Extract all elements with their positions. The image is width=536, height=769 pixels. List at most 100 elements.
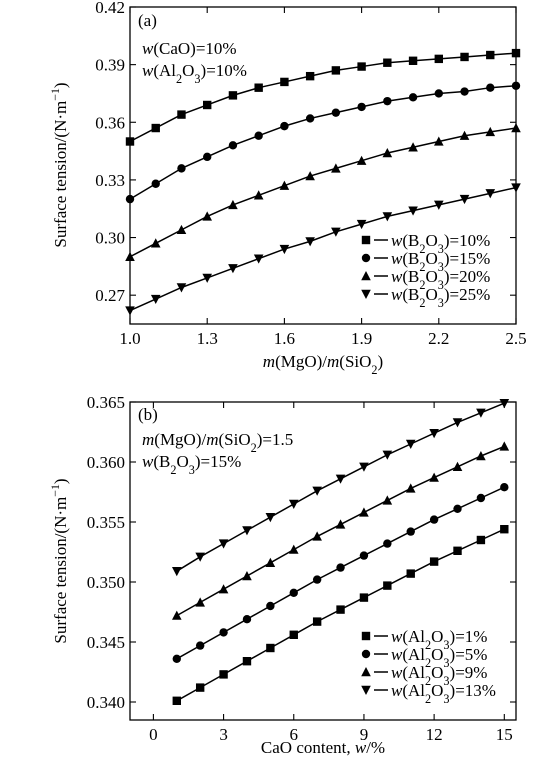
data-point bbox=[195, 683, 205, 692]
data-point bbox=[460, 52, 469, 62]
x-tick-label: 0 bbox=[149, 725, 158, 744]
plot-frame bbox=[129, 6, 517, 325]
legend-label: w(Al2O3)=1% bbox=[391, 627, 487, 652]
data-point bbox=[359, 551, 369, 560]
legend-entry: w(Al2O3)=9% bbox=[361, 663, 487, 688]
x-tick-label: 2.2 bbox=[428, 329, 449, 348]
data-point bbox=[434, 54, 443, 64]
legend-entry: w(Al2O3)=13% bbox=[361, 681, 496, 706]
data-point bbox=[228, 264, 238, 274]
data-point bbox=[459, 130, 470, 140]
chart-panel-a: 1.0 1.3 1.6 1.9 2.2 2.5 0.27 0.30 0.33 0.36 0.39 0.… bbox=[48, 0, 527, 377]
data-point bbox=[305, 114, 315, 123]
chart-panel-b: 0 3 6 9 12 15 0.340 0.345 0.350 0.355 0.360 0.365 (b… bbox=[48, 393, 517, 757]
data-point bbox=[408, 93, 418, 102]
legend-marker bbox=[361, 685, 371, 695]
series-line bbox=[129, 186, 517, 312]
data-point bbox=[195, 641, 205, 650]
data-point bbox=[305, 237, 315, 247]
data-point bbox=[460, 87, 469, 96]
legend-marker bbox=[361, 649, 371, 659]
data-point bbox=[405, 439, 416, 449]
data-point bbox=[253, 254, 264, 264]
series-1 bbox=[125, 48, 521, 146]
y-tick-label: 0.30 bbox=[95, 229, 125, 248]
data-point bbox=[288, 544, 299, 554]
data-point bbox=[254, 131, 263, 140]
data-point bbox=[357, 62, 366, 71]
data-point bbox=[453, 546, 462, 555]
panel-label: (a) bbox=[138, 11, 157, 30]
data-point bbox=[383, 58, 392, 67]
series-4 bbox=[125, 183, 521, 316]
legend-label: w(B2O3)=10% bbox=[391, 231, 490, 256]
y-tick-label: 0.39 bbox=[95, 56, 125, 75]
x-tick-label: 15 bbox=[496, 725, 513, 744]
data-point bbox=[279, 180, 290, 190]
legend-entry: w(Al2O3)=1% bbox=[361, 627, 487, 652]
data-point bbox=[242, 571, 252, 581]
data-point bbox=[289, 630, 298, 639]
y-tick-label: 0.345 bbox=[87, 633, 125, 652]
data-point bbox=[331, 163, 341, 173]
data-point bbox=[359, 507, 369, 517]
y-tick-label: 0.350 bbox=[87, 573, 125, 592]
x-tick-label: 12 bbox=[426, 725, 443, 744]
data-point bbox=[125, 194, 135, 204]
panel-label: (b) bbox=[138, 405, 158, 424]
y-tick-label: 0.33 bbox=[95, 171, 125, 190]
data-point bbox=[453, 504, 462, 513]
series-line bbox=[176, 402, 505, 572]
data-point bbox=[459, 194, 470, 205]
data-point bbox=[476, 535, 486, 545]
data-point bbox=[125, 306, 135, 316]
data-point bbox=[177, 164, 186, 173]
data-point bbox=[195, 552, 205, 562]
data-point bbox=[485, 126, 496, 137]
data-point bbox=[228, 199, 238, 210]
legend-entry: w(B2O3)=20% bbox=[361, 267, 490, 292]
data-point bbox=[125, 137, 135, 146]
data-point bbox=[312, 575, 322, 584]
y-tick-label: 0.360 bbox=[87, 453, 125, 472]
data-point bbox=[408, 56, 418, 65]
data-point bbox=[356, 219, 367, 230]
data-point bbox=[171, 610, 182, 620]
data-point bbox=[383, 96, 392, 106]
series-4 bbox=[171, 399, 510, 577]
legend-marker bbox=[361, 271, 371, 281]
data-point bbox=[357, 102, 366, 112]
data-point bbox=[476, 451, 486, 461]
data-point bbox=[253, 190, 264, 200]
data-point bbox=[499, 399, 510, 409]
data-point bbox=[150, 238, 161, 248]
data-point bbox=[266, 601, 275, 611]
data-point bbox=[280, 121, 289, 131]
data-point bbox=[305, 71, 315, 81]
data-point bbox=[335, 474, 346, 484]
data-point bbox=[228, 91, 238, 100]
data-point bbox=[382, 450, 393, 460]
legend-entry: w(B2O3)=15% bbox=[361, 249, 490, 274]
data-point bbox=[336, 563, 345, 572]
data-point bbox=[218, 584, 229, 594]
data-point bbox=[486, 83, 495, 92]
series-line bbox=[129, 52, 517, 143]
series-line bbox=[129, 85, 517, 200]
legend-label: w(B2O3)=15% bbox=[391, 249, 490, 274]
data-point bbox=[511, 123, 521, 133]
data-point bbox=[382, 495, 393, 505]
annotation: m(MgO)/m(SiO2)=1.5 bbox=[142, 430, 293, 455]
series-2 bbox=[125, 81, 521, 204]
legend-marker bbox=[361, 235, 371, 245]
y-axis-label: Surface tension/(N·m−1) bbox=[48, 478, 70, 643]
x-tick-label: 2.5 bbox=[505, 329, 526, 348]
legend-entry: w(B2O3)=10% bbox=[361, 231, 490, 256]
data-point bbox=[172, 696, 181, 705]
data-point bbox=[312, 486, 322, 496]
data-point bbox=[151, 179, 160, 188]
data-point bbox=[486, 50, 495, 60]
x-tick-label: 1.9 bbox=[351, 329, 372, 348]
